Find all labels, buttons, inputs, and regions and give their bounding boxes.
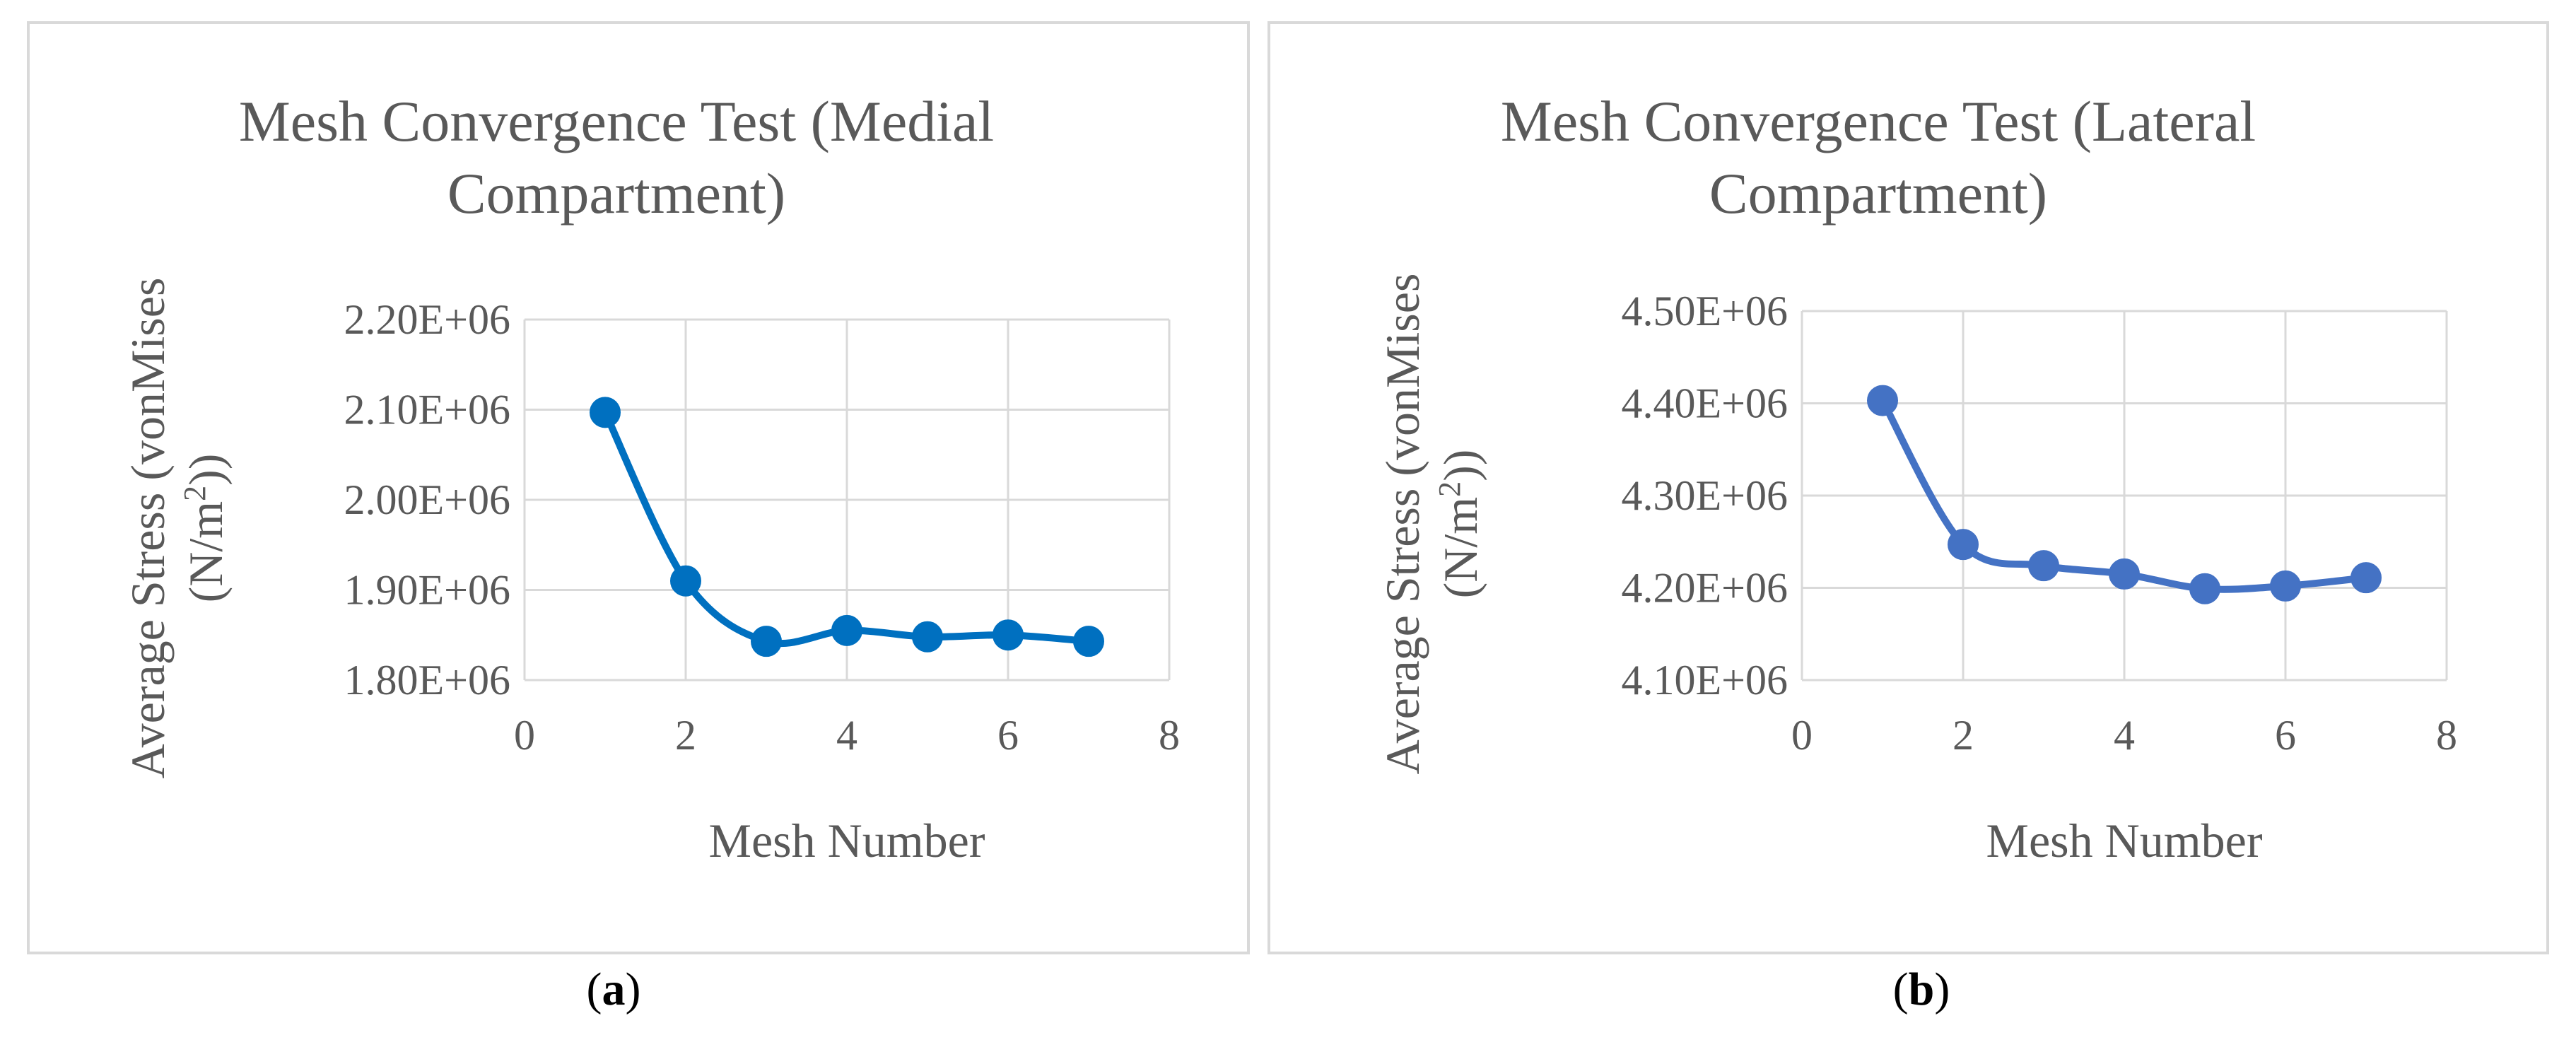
x-axis-label: Mesh Number	[1986, 814, 2263, 867]
y-tick-label: 4.40E+06	[1622, 380, 1788, 427]
caption-b: (b)	[1892, 964, 1950, 1015]
y-axis-label-line2: (N/m2))	[177, 454, 233, 603]
data-point	[2270, 570, 2301, 602]
chart-title-line: Mesh Convergence Test (Medial	[239, 89, 994, 153]
y-tick-label: 2.20E+06	[344, 296, 511, 343]
y-tick-label: 1.80E+06	[344, 657, 511, 703]
data-point	[670, 565, 701, 597]
chart-title-line: Mesh Convergence Test (Lateral	[1501, 89, 2256, 153]
y-axis-label-line1: Average Stress (vonMises	[1376, 274, 1429, 775]
y-tick-label: 1.90E+06	[344, 567, 511, 614]
chart-panel-medial: Mesh Convergence Test (Medial Compartment…	[27, 21, 1250, 954]
chart-panel-lateral: Mesh Convergence Test (Lateral Compartmen…	[1267, 21, 2549, 954]
x-tick-label: 8	[1159, 712, 1180, 759]
x-tick-label: 4	[836, 712, 857, 759]
chart-medial: Mesh Convergence Test (Medial Compartment…	[121, 89, 1180, 867]
data-point	[1948, 529, 1979, 561]
data-point	[1073, 626, 1104, 657]
y-axis-label-line1: Average Stress (vonMises	[121, 278, 175, 779]
x-tick-label: 4	[2114, 712, 2135, 759]
data-point	[2109, 558, 2140, 590]
data-point	[912, 621, 943, 653]
chart-lateral: Mesh Convergence Test (Lateral Compartmen…	[1376, 89, 2457, 867]
data-point	[2028, 550, 2059, 582]
data-point	[831, 614, 862, 646]
x-tick-label: 0	[514, 712, 535, 759]
chart-title-line: Compartment)	[1709, 161, 2047, 226]
data-point	[590, 397, 621, 428]
x-tick-label: 2	[675, 712, 696, 759]
caption-a: (a)	[586, 964, 641, 1015]
data-point	[2350, 562, 2382, 594]
x-tick-label: 8	[2436, 712, 2457, 759]
y-tick-label: 2.00E+06	[344, 476, 511, 523]
y-tick-label: 4.50E+06	[1622, 288, 1788, 334]
x-tick-label: 6	[2275, 712, 2296, 759]
data-point	[751, 626, 782, 657]
y-tick-label: 4.20E+06	[1622, 565, 1788, 612]
data-point	[2189, 573, 2220, 604]
y-tick-label: 2.10E+06	[344, 387, 511, 433]
y-axis-label: Average Stress (vonMises (N/m2))	[1376, 274, 1487, 775]
x-tick-label: 2	[1953, 712, 1974, 759]
y-axis-label: Average Stress (vonMises (N/m2))	[121, 278, 233, 779]
chart-title-line: Compartment)	[447, 161, 785, 226]
y-tick-label: 4.30E+06	[1622, 472, 1788, 519]
data-point	[1867, 385, 1898, 416]
x-tick-label: 6	[997, 712, 1019, 759]
y-axis-label-line2: (N/m2))	[1432, 450, 1488, 599]
x-axis-label: Mesh Number	[709, 814, 985, 867]
x-tick-label: 0	[1791, 712, 1813, 759]
y-tick-label: 4.10E+06	[1622, 657, 1788, 703]
data-point	[993, 619, 1024, 651]
